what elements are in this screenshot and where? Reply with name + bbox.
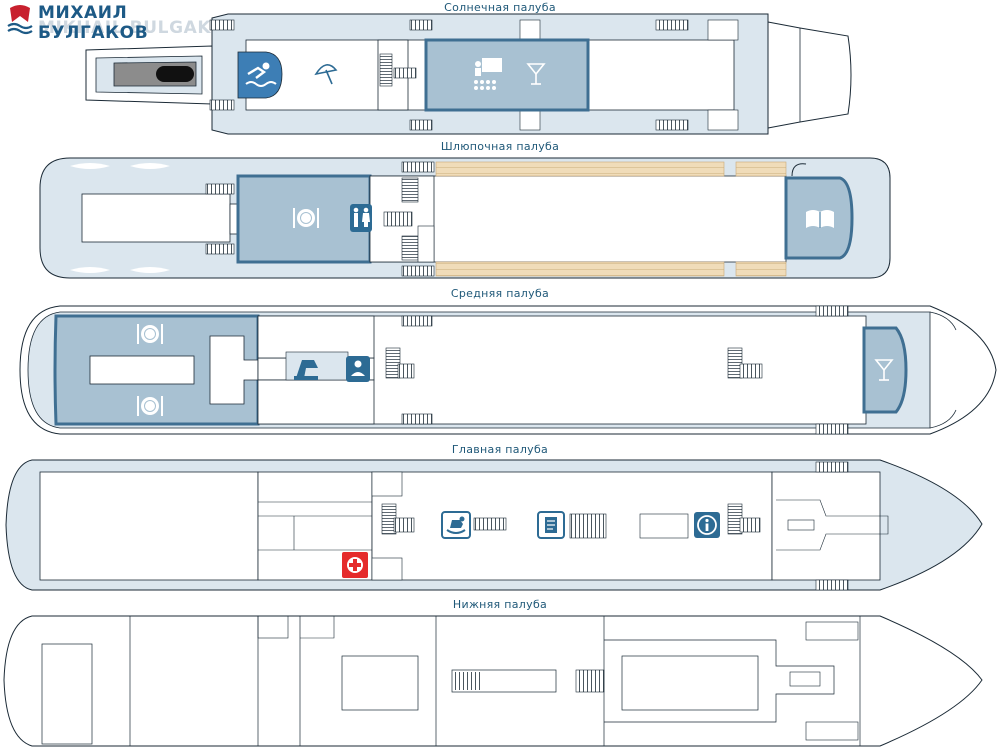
- reception-desk-icon: [537, 511, 565, 539]
- deck-title-lower: Нижняя палуба: [452, 598, 548, 611]
- cocktail-icon: [526, 63, 546, 85]
- medical-icon: [342, 552, 368, 578]
- deck-title-boat: Шлюпочная палуба: [440, 140, 560, 153]
- kids-room-icon: [441, 511, 471, 539]
- conference-icon: [474, 58, 502, 90]
- deck-title-main: Главная палуба: [451, 443, 549, 456]
- restaurant-icon: [137, 324, 163, 344]
- brand-logo: MIKHAIL BULGAKOV МИХАИЛ БУЛГАКОВ: [4, 2, 244, 43]
- library-icon: [806, 210, 834, 228]
- restaurant-icon: [293, 208, 319, 228]
- lower-deck: [3, 615, 983, 747]
- brand-name-ru: МИХАИЛ БУЛГАКОВ: [38, 3, 149, 43]
- sun-deck: [85, 13, 852, 135]
- bar-icon: [346, 356, 370, 382]
- main-deck: [5, 459, 983, 591]
- info-icon: [694, 512, 720, 538]
- brand-name-en: MIKHAIL BULGAKOV: [38, 18, 239, 38]
- middle-deck: [19, 305, 997, 435]
- deck-title-middle: Средняя палуба: [450, 287, 550, 300]
- deck-title-sun: Солнечная палуба: [444, 1, 556, 14]
- restroom-icon: [350, 204, 372, 232]
- sun-umbrella-icon: [314, 64, 338, 85]
- brand-mark-icon: [7, 5, 33, 35]
- souvenir-icon: [294, 360, 318, 380]
- restaurant-icon: [137, 396, 163, 416]
- pool-icon: [245, 62, 277, 87]
- boat-deck: [39, 157, 891, 279]
- cocktail-icon: [874, 359, 894, 381]
